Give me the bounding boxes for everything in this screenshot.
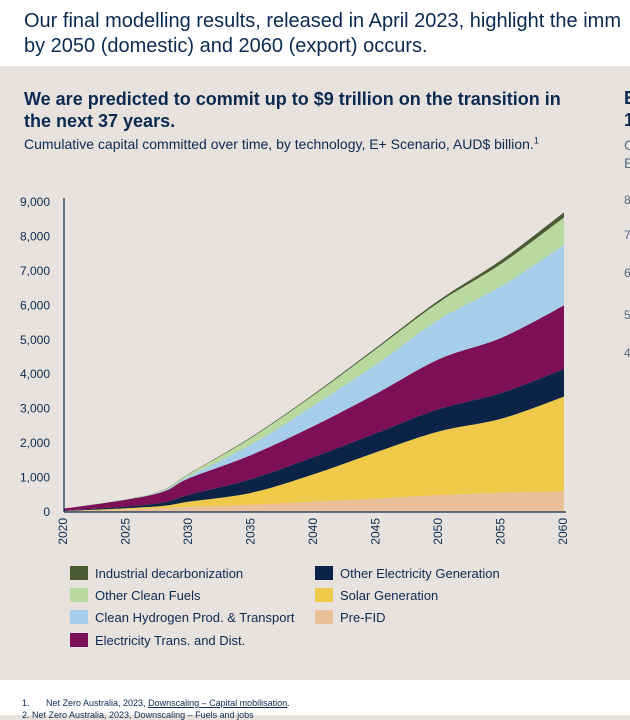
- y-tick-label: 4,000: [20, 367, 50, 381]
- legend-swatch: [70, 566, 88, 580]
- footer: 1. Net Zero Australia, 2023, Downscaling …: [0, 680, 630, 720]
- footnote-1: 1. Net Zero Australia, 2023, Downscaling …: [22, 698, 290, 708]
- right-tick-char: 7: [624, 228, 630, 242]
- right-tick-char: 5: [624, 308, 630, 322]
- header-line-2: by 2050 (domestic) and 2060 (export) occ…: [24, 35, 428, 57]
- right-tick-char: 6: [624, 266, 630, 280]
- area-series-solar-generation: [64, 396, 564, 512]
- x-tick-label: 2030: [181, 518, 195, 545]
- stacked-area-chart: 0 1,000 2,000 3,000 4,000 5,000 6,000 7,000 8,00…: [20, 195, 570, 545]
- right-tick-char: 8: [624, 193, 630, 207]
- legend-label: Other Clean Fuels: [95, 587, 201, 603]
- x-tick-label: 2035: [244, 518, 258, 545]
- legend-item: Electricity Trans. and Dist.: [70, 631, 245, 649]
- footnote-end: .: [287, 698, 290, 708]
- chart-legend: Industrial decarbonization Other Electric…: [70, 564, 590, 654]
- legend-item: Other Clean Fuels: [70, 586, 201, 604]
- y-tick-label: 3,000: [20, 402, 50, 416]
- legend-item: Solar Generation: [315, 586, 438, 604]
- legend-swatch: [315, 588, 333, 602]
- legend-label: Electricity Trans. and Dist.: [95, 632, 246, 648]
- legend-label: Other Electricity Generation: [340, 565, 500, 581]
- footnote-link[interactable]: Downscaling – Capital mobilisation: [148, 698, 288, 708]
- y-tick-label: 5,000: [20, 333, 50, 347]
- legend-label: Pre-FID: [340, 609, 386, 625]
- x-tick-label: 2045: [369, 518, 383, 545]
- right-subtitle-char-1: C: [624, 137, 630, 153]
- footnote-2: 2. Net Zero Australia, 2023, Downscaling…: [22, 710, 254, 720]
- y-tick-label: 8,000: [20, 229, 50, 243]
- legend-label: Industrial decarbonization: [95, 565, 244, 581]
- right-panel-clipped: E 1 C E 8 7 6 5 4: [624, 88, 630, 388]
- legend-label: Clean Hydrogen Prod. & Transport: [95, 609, 295, 625]
- legend-item: Pre-FID: [315, 608, 386, 626]
- y-tick-label: 2,000: [20, 436, 50, 450]
- header-line-1: Our final modelling results, released in…: [24, 10, 621, 32]
- right-title-char-2: 1: [624, 110, 630, 130]
- legend-item: Clean Hydrogen Prod. & Transport: [70, 608, 294, 626]
- legend-swatch: [315, 610, 333, 624]
- x-tick-label: 2055: [494, 518, 508, 545]
- panel-subtitle-text: Cumulative capital committed over time, …: [24, 136, 534, 152]
- right-title-char-1: E: [624, 88, 630, 109]
- y-tick-label: 9,000: [20, 195, 50, 209]
- x-tick-label: 2050: [431, 518, 445, 545]
- y-tick-label: 0: [43, 505, 50, 519]
- legend-swatch: [70, 610, 88, 624]
- x-tick-label: 2020: [56, 518, 70, 545]
- legend-item: Industrial decarbonization: [70, 564, 243, 582]
- footnote-ref: 1: [533, 135, 539, 146]
- x-tick-label: 2025: [119, 518, 133, 545]
- footnote-number: 1.: [22, 698, 30, 708]
- right-tick-char: 4: [624, 346, 630, 360]
- panel-title: We are predicted to commit up to $9 tril…: [24, 89, 561, 131]
- header-text: Our final modelling results, released in…: [24, 9, 630, 59]
- y-tick-label: 7,000: [20, 264, 50, 278]
- legend-swatch: [315, 566, 333, 580]
- legend-swatch: [70, 588, 88, 602]
- page-header: Our final modelling results, released in…: [0, 0, 630, 66]
- legend-item: Other Electricity Generation: [315, 564, 500, 582]
- y-tick-label: 1,000: [20, 471, 50, 485]
- area-series-pre-fid: [64, 491, 564, 512]
- x-tick-label: 2060: [556, 518, 570, 545]
- right-subtitle-char-2: E: [624, 155, 630, 171]
- x-tick-label: 2040: [306, 518, 320, 545]
- panel-subtitle: Cumulative capital committed over time, …: [24, 135, 564, 153]
- footnote-text: Net Zero Australia, 2023,: [46, 698, 149, 708]
- y-tick-label: 6,000: [20, 298, 50, 312]
- legend-label: Solar Generation: [340, 587, 439, 603]
- legend-swatch: [70, 633, 88, 647]
